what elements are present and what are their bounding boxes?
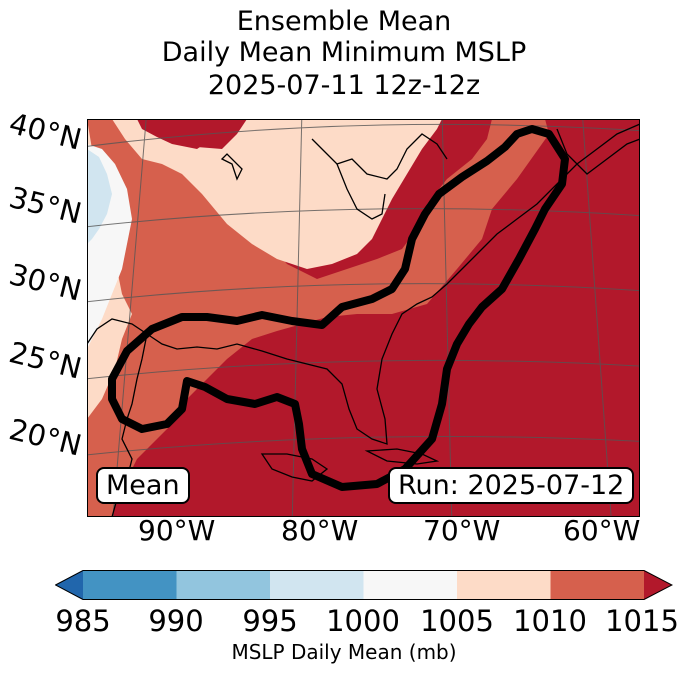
colorbar-tick-1000: 1000 xyxy=(326,604,400,638)
colorbar-tick-990: 990 xyxy=(148,604,204,638)
title-line-1: Ensemble Mean xyxy=(236,6,452,37)
colorbar-bin-990-995 xyxy=(176,570,270,600)
colorbar-tick-1015: 1015 xyxy=(605,604,679,638)
colorbar-tick-985: 985 xyxy=(55,604,111,638)
colorbar-tick-1010: 1010 xyxy=(513,604,587,638)
field-1005-1010 xyxy=(87,119,442,419)
lon-label-70: 70°W xyxy=(423,514,501,547)
colorbar-extend-high xyxy=(644,570,672,600)
lat-label-25: 25°N xyxy=(5,335,85,386)
colorbar xyxy=(55,570,673,600)
colorbar-tick-995: 995 xyxy=(242,604,298,638)
lon-label-90: 90°W xyxy=(138,514,216,547)
colorbar-bin-1005-1010 xyxy=(457,570,551,600)
colorbar-bin-1000-1005 xyxy=(363,570,457,600)
colorbar-label: MSLP Daily Mean (mb) xyxy=(231,640,457,664)
field-1010-patch-top xyxy=(137,119,212,149)
mslp-map xyxy=(87,119,640,517)
lon-label-80: 80°W xyxy=(281,514,359,547)
lat-label-35: 35°N xyxy=(5,180,85,231)
colorbar-bin-995-1000 xyxy=(270,570,364,600)
lon-label-60: 60°W xyxy=(563,514,641,547)
colorbar-extend-low xyxy=(55,570,83,600)
lat-label-30: 30°N xyxy=(5,257,85,308)
lat-label-20: 20°N xyxy=(5,412,85,463)
colorbar-bin-1010-1015 xyxy=(550,570,644,600)
title-line-3: 2025-07-11 12z-12z xyxy=(207,70,481,101)
coastlines xyxy=(87,123,640,517)
mean-label-box: Mean xyxy=(96,467,190,504)
graticule xyxy=(87,119,640,517)
title-line-2: Daily Mean Minimum MSLP xyxy=(161,37,527,68)
run-label-box: Run: 2025-07-12 xyxy=(388,467,635,504)
field-1010-1015 xyxy=(87,119,549,517)
colorbar-tick-1005: 1005 xyxy=(420,604,494,638)
colorbar-bin-985-990 xyxy=(83,570,177,600)
threshold-contour xyxy=(108,125,569,491)
lat-label-40: 40°N xyxy=(5,106,85,157)
field-995-1000 xyxy=(87,149,112,244)
